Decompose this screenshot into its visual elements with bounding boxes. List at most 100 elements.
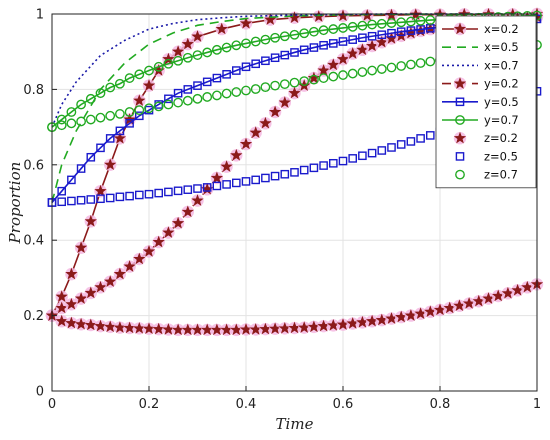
data-point (367, 148, 377, 158)
legend-item: x=0.2 (442, 22, 519, 36)
y-tick-label: 0.4 (23, 234, 44, 249)
data-point (357, 67, 368, 77)
data-point (405, 59, 416, 70)
data-point (115, 78, 125, 89)
data-point (221, 88, 232, 99)
data-point (192, 93, 203, 104)
data-point (261, 56, 270, 66)
data-point (153, 101, 164, 112)
data-point (377, 146, 387, 155)
data-point (134, 111, 144, 121)
legend-item: y=0.2 (442, 77, 519, 91)
data-point (290, 48, 299, 57)
data-point (347, 68, 358, 79)
data-point (183, 185, 193, 194)
data-point (212, 73, 222, 83)
y-tick-label: 0 (36, 385, 44, 400)
data-point (425, 56, 436, 67)
data-point (105, 82, 116, 93)
data-point (76, 99, 87, 110)
data-point (76, 164, 86, 173)
data-point (125, 119, 134, 128)
data-point (181, 37, 194, 50)
legend-marker-swatch (453, 131, 467, 144)
data-point (329, 39, 338, 48)
data-point (278, 96, 291, 108)
data-point (173, 88, 183, 98)
data-point (215, 22, 228, 35)
legend-label: x=0.7 (484, 58, 519, 72)
data-point (191, 30, 204, 42)
data-point (270, 171, 280, 181)
data-point (357, 20, 368, 31)
data-point (307, 71, 321, 84)
data-point (66, 107, 77, 117)
data-point (86, 195, 96, 204)
data-point (425, 15, 436, 25)
data-point (85, 93, 96, 104)
data-point (406, 26, 416, 35)
data-point (358, 151, 367, 161)
legend-item: x=0.5 (442, 40, 519, 54)
data-point (377, 30, 387, 40)
data-point (289, 77, 300, 88)
legend-label: y=0.7 (484, 113, 519, 127)
data-point (309, 163, 319, 173)
legend-label: x=0.2 (484, 22, 519, 36)
data-point (144, 103, 154, 114)
data-point (74, 241, 88, 253)
legend-item: z=0.7 (455, 168, 518, 182)
data-point (386, 62, 397, 73)
data-point (212, 181, 222, 191)
data-point (222, 70, 231, 79)
data-point (105, 193, 115, 203)
data-point (115, 192, 125, 202)
data-point (387, 28, 396, 38)
data-point (76, 195, 86, 205)
legend-label: z=0.7 (484, 168, 518, 182)
legend-item: z=0.5 (455, 149, 518, 163)
data-point (163, 99, 174, 110)
data-point (193, 81, 202, 90)
legend-marker-swatch (455, 152, 465, 161)
data-point (406, 137, 416, 146)
data-point (270, 32, 280, 43)
data-point (105, 110, 116, 121)
data-point (249, 126, 262, 138)
data-point (220, 160, 233, 172)
data-point (56, 120, 67, 131)
axis-ticks: 0 0.2 0.4 0.6 0.8 1 0 0.2 0.4 0.6 0.8 1 (23, 8, 541, 413)
x-tick-label: 0.8 (430, 397, 451, 412)
data-point (426, 131, 435, 140)
data-point (65, 297, 78, 310)
data-point (328, 24, 339, 34)
data-point (94, 184, 107, 197)
legend-marker-swatch (455, 97, 465, 107)
data-point (230, 148, 243, 161)
data-point (124, 107, 135, 117)
data-point (105, 134, 115, 143)
data-point (231, 66, 241, 75)
data-point (123, 113, 136, 125)
data-point (376, 18, 387, 29)
data-point (416, 134, 425, 143)
data-point (67, 175, 76, 185)
data-point (125, 191, 134, 201)
data-point (74, 317, 88, 330)
data-point (327, 58, 340, 71)
data-point (250, 36, 261, 47)
data-point (173, 55, 184, 66)
data-point (319, 161, 328, 170)
data-point (210, 171, 224, 184)
data-point (260, 34, 271, 45)
x-tick-label: 1 (533, 397, 541, 412)
y-tick-label: 0.2 (23, 309, 44, 324)
data-point (308, 26, 319, 37)
data-point (268, 105, 282, 118)
data-point (173, 97, 184, 108)
data-point (241, 62, 251, 72)
data-point (251, 59, 261, 69)
data-point (104, 320, 117, 333)
data-point (308, 74, 319, 85)
